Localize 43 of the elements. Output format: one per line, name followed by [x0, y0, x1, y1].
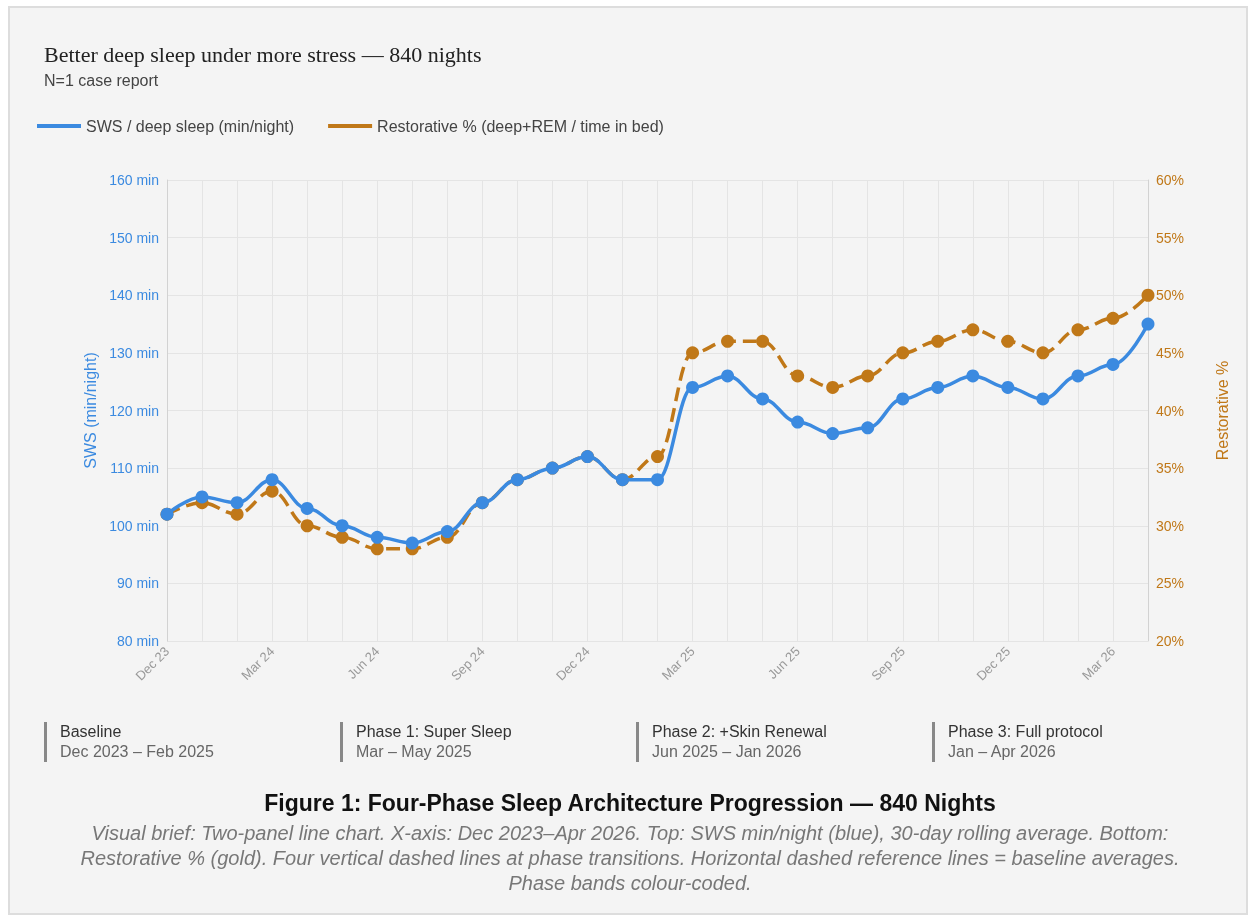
x-tick-label: Mar 25	[658, 643, 698, 683]
y2-tick-label: 60%	[1156, 172, 1185, 188]
y2-tick-label: 50%	[1156, 287, 1185, 304]
text: Dec 2023 – Feb 2025	[60, 742, 214, 762]
y-tick-label: 130 min	[109, 344, 159, 361]
text: Phase 3: Full protocol	[948, 722, 1103, 742]
chart-subtitle: N=1 case report	[44, 72, 159, 90]
y2-axis-title: Restorative %	[1213, 360, 1231, 461]
y2-tick-label: 35%	[1156, 460, 1185, 477]
x-tick-label: Mar 26	[1079, 643, 1119, 683]
text: Jun 2025 – Jan 2026	[652, 742, 803, 762]
legend-label: Restorative % (deep+REM / time in bed)	[377, 117, 664, 135]
x-tick-label: Sep 24	[447, 643, 488, 684]
y-tick-label: 120 min	[109, 402, 159, 419]
y-tick-label: 150 min	[109, 229, 159, 246]
y-tick-label: 140 min	[109, 287, 159, 304]
caption: Figure 1: Four-Phase Sleep Architecture Progression — 840 Nights	[263, 790, 997, 817]
legend-label: SWS / deep sleep (min/night)	[86, 117, 295, 135]
y2-tick-label: 20%	[1156, 633, 1185, 649]
x-tick-label: Jun 25	[764, 643, 803, 682]
x-tick-label: Mar 24	[238, 643, 278, 683]
text: Phase 2: +Skin Renewal	[652, 722, 827, 742]
y2-tick-label: 40%	[1156, 402, 1185, 419]
y2-tick-label: 30%	[1156, 517, 1185, 534]
chart-title: Better deep sleep under more stress — 840 nights	[44, 42, 482, 68]
y2-tick-label: 45%	[1156, 344, 1185, 361]
y-tick-label: 80 min	[116, 633, 159, 649]
text: Phase 1: Super Sleep	[356, 722, 512, 742]
text: Visual brief: Two-panel line chart. X-axis: Dec 2023–Apr 2026. Top: SWS min/night (blue), 30-day rolling average. Bottom: Restorative % (gold). Four vertical dashed lines at phase transitions. Horizontal dashed reference lines = baseline averages. Phase bands colour-coded.	[79, 821, 1181, 896]
y-axis-title: SWS (min/night)	[81, 352, 99, 469]
x-tick-label: Sep 25	[868, 643, 909, 684]
y-tick-label: 110 min	[110, 460, 159, 477]
y-tick-label: 160 min	[109, 172, 159, 188]
y2-tick-label: 25%	[1156, 575, 1185, 592]
x-tick-label: Dec 24	[553, 643, 593, 684]
x-tick-label: Dec 25	[973, 643, 1014, 684]
text: Baseline	[60, 722, 123, 742]
text: Mar – May 2025	[356, 742, 473, 762]
x-tick-label: Jun 24	[344, 643, 383, 682]
text: Jan – Apr 2026	[948, 742, 1057, 762]
y-tick-label: 100 min	[109, 517, 159, 534]
y2-tick-label: 55%	[1156, 229, 1185, 246]
y-tick-label: 90 min	[116, 575, 159, 592]
